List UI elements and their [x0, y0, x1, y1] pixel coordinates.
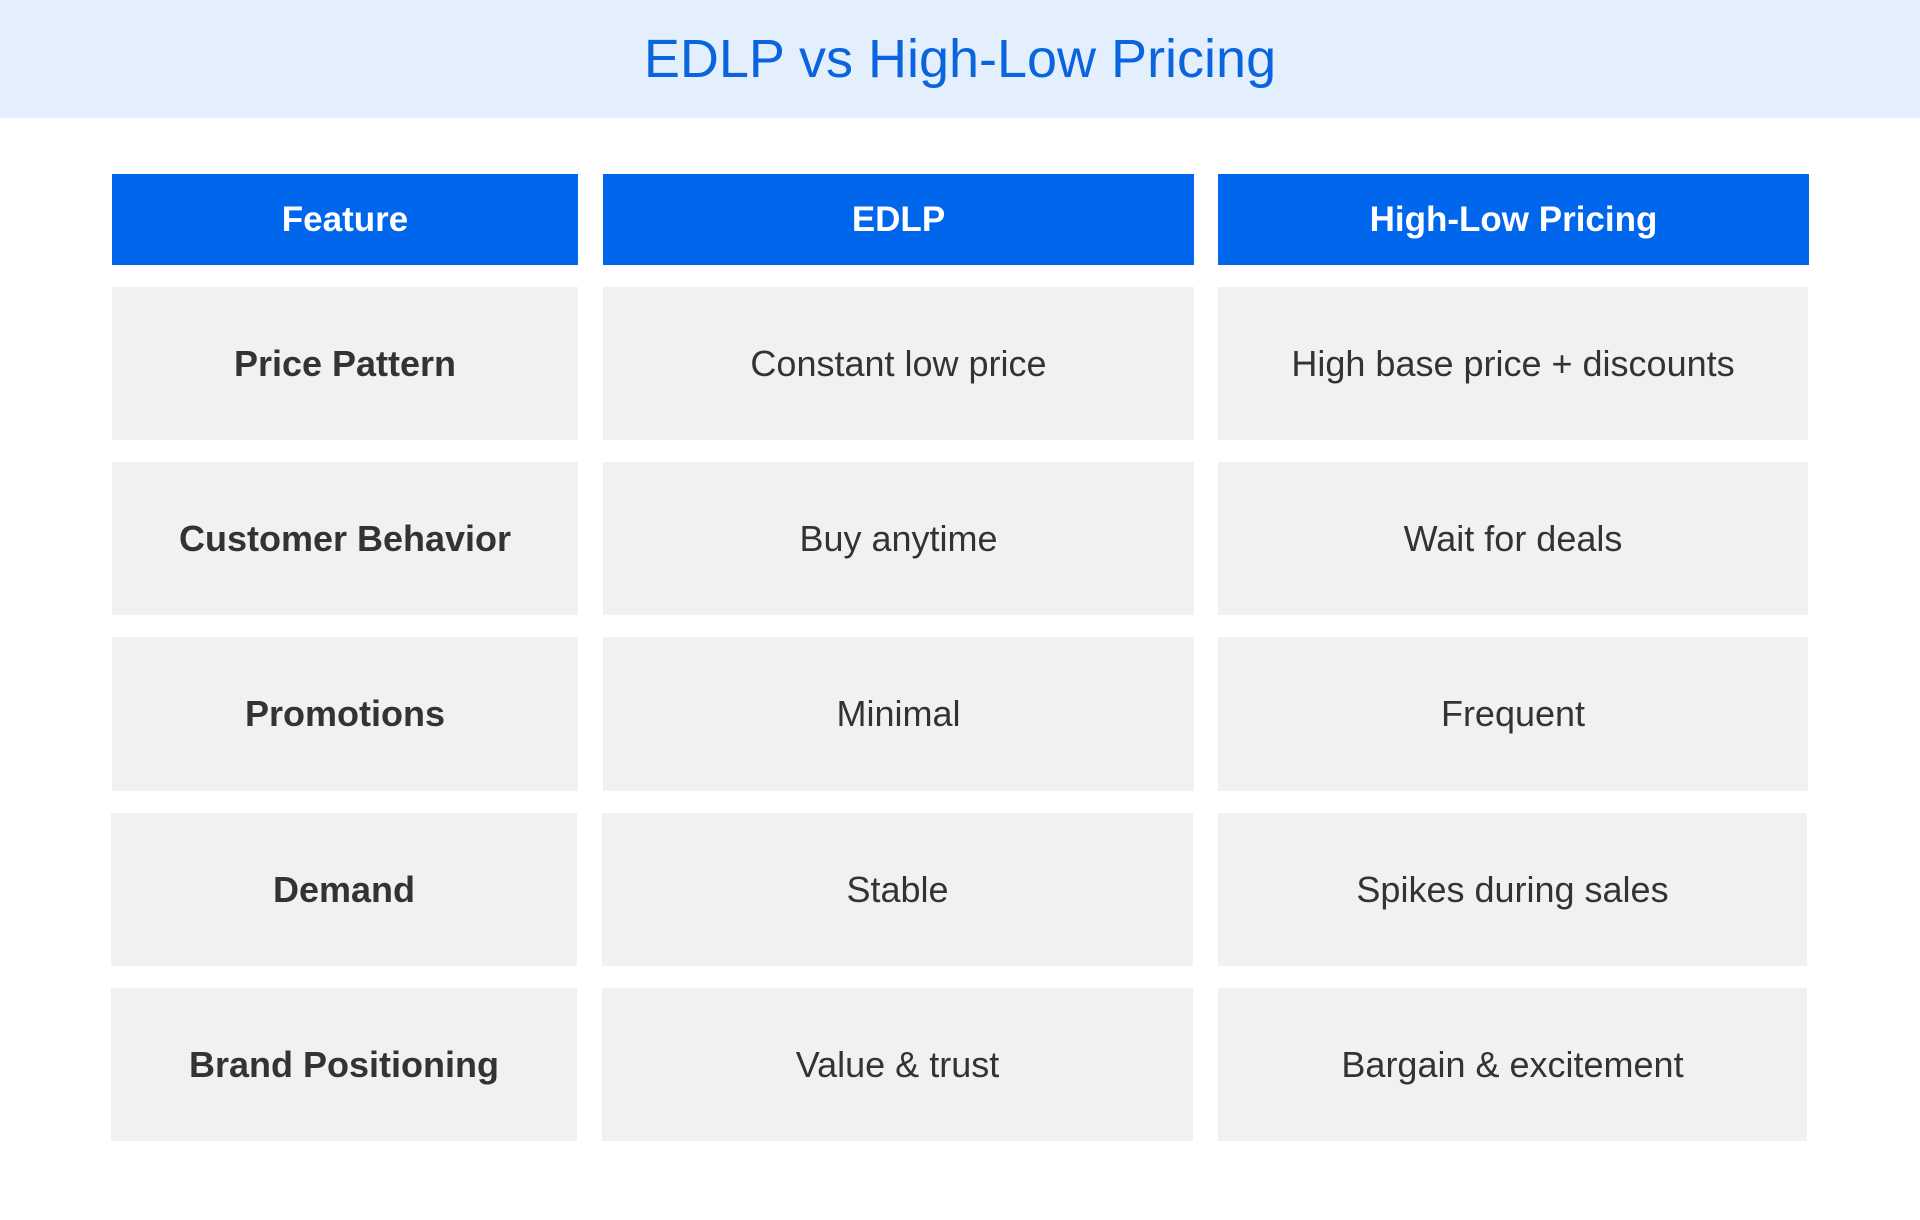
table-row-high-low-cell: Wait for deals	[1218, 462, 1808, 615]
header-edlp: EDLP	[603, 174, 1194, 265]
cell-text: Frequent	[1440, 693, 1586, 734]
cell-text: Constant low price	[750, 342, 1047, 384]
cell-text: Spikes during sales	[1356, 868, 1669, 910]
table-row-feature-cell: Price Pattern	[112, 287, 578, 440]
cell-text: Promotions	[244, 693, 445, 734]
cell-text: Brand Positioning	[189, 1043, 499, 1085]
table-row-feature-cell: Brand Positioning	[111, 988, 577, 1141]
table-row-edlp-cell: Value & trust	[602, 988, 1193, 1141]
table-row-feature-cell: Promotions	[112, 637, 578, 791]
table-row-high-low-cell: Bargain & excitement	[1218, 988, 1807, 1141]
cell-text: Price Pattern	[233, 342, 457, 384]
header-high-low: High-Low Pricing	[1218, 174, 1809, 265]
header-label: Feature	[281, 199, 409, 239]
cell-text: Demand	[272, 868, 416, 910]
table-row-high-low-cell: Frequent	[1218, 637, 1808, 791]
cell-text: Customer Behavior	[178, 517, 512, 559]
header-label: High-Low Pricing	[1369, 199, 1658, 239]
table-row-high-low-cell: Spikes during sales	[1218, 813, 1807, 966]
header-label: EDLP	[851, 199, 946, 239]
title-banner: EDLP vs High-Low Pricing	[0, 0, 1920, 118]
cell-text: Value & trust	[795, 1043, 1000, 1085]
table-row-edlp-cell: Stable	[602, 813, 1193, 966]
table-row-edlp-cell: Constant low price	[603, 287, 1194, 440]
cell-text: Buy anytime	[799, 517, 998, 559]
header-feature: Feature	[112, 174, 578, 265]
table-row-high-low-cell: High base price + discounts	[1218, 287, 1808, 440]
cell-text: Wait for deals	[1403, 517, 1623, 559]
table-row-edlp-cell: Buy anytime	[603, 462, 1194, 615]
cell-text: High base price + discounts	[1291, 342, 1735, 384]
cell-text: Stable	[846, 868, 949, 910]
table-row-feature-cell: Customer Behavior	[112, 462, 578, 615]
page-title: EDLP vs High-Low Pricing	[643, 29, 1277, 89]
table-row-edlp-cell: Minimal	[603, 637, 1194, 791]
cell-text: Bargain & excitement	[1341, 1043, 1684, 1085]
table-row-feature-cell: Demand	[111, 813, 577, 966]
cell-text: Minimal	[836, 693, 961, 734]
